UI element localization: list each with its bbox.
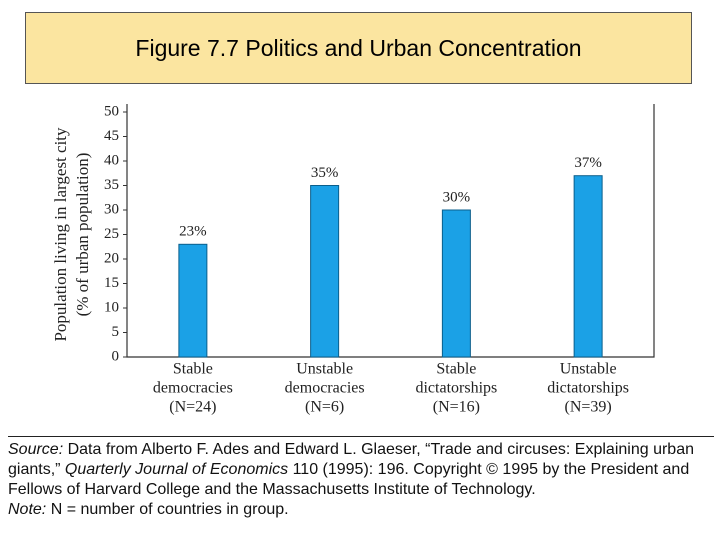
note: Note: N = number of countries in group. [8,500,708,520]
group-size: (N=24) [169,399,216,416]
plot-frame [126,104,655,358]
y-tick-label: 35 [104,177,119,193]
y-tick-label: 0 [112,348,120,364]
y-tick-label: 30 [104,201,119,217]
bar [178,243,208,358]
divider [8,436,714,437]
group-size: (N=16) [433,399,480,416]
note-label: Note: [8,501,47,518]
y-tick-label: 45 [104,128,119,144]
value-label: 37% [574,155,602,171]
y-tick-label: 15 [104,275,119,291]
bar [573,175,603,358]
journal: Quarterly Journal of Economics [64,461,289,478]
source-text: 110 (1995): 196. Copyright © 1995 by the… [8,461,690,498]
bar [310,185,340,358]
x-tick-label: dictatorships [547,380,629,397]
value-label: 30% [443,189,471,205]
x-tick-label: Stable [436,361,476,378]
source-label: Source: [8,441,64,458]
x-tick-label: Unstable [296,361,353,378]
y-tick-label: 50 [104,103,119,119]
y-tick-label: 5 [112,324,120,340]
x-tick-label: democracies [153,380,233,397]
x-tick-label: Unstable [560,361,617,378]
y-axis-title: (% of urban population) [73,153,92,317]
y-axis-title: Population living in largest city [51,127,70,342]
title-box: Figure 7.7 Politics and Urban Concentrat… [25,12,692,84]
source-text: Data from Alberto F. Ades and Edward L. … [8,441,694,478]
value-label: 23% [179,224,207,240]
source: Source: Data from Alberto F. Ades and Ed… [8,440,708,500]
x-tick-label: Stable [173,361,213,378]
chart-title: Figure 7.7 Politics and Urban Concentrat… [135,34,582,61]
x-tick-label: dictatorships [415,380,497,397]
y-tick-label: 25 [104,226,119,242]
y-tick-label: 10 [104,299,119,315]
group-size: (N=6) [305,399,344,416]
group-size: (N=39) [565,399,612,416]
note-text: N = number of countries in group. [50,501,289,518]
source-notes: Source: Data from Alberto F. Ades and Ed… [8,440,708,520]
y-tick-label: 20 [104,250,119,266]
bar [441,209,471,358]
y-tick-label: 40 [104,152,119,168]
x-tick-label: democracies [285,380,365,397]
value-label: 35% [311,165,339,181]
